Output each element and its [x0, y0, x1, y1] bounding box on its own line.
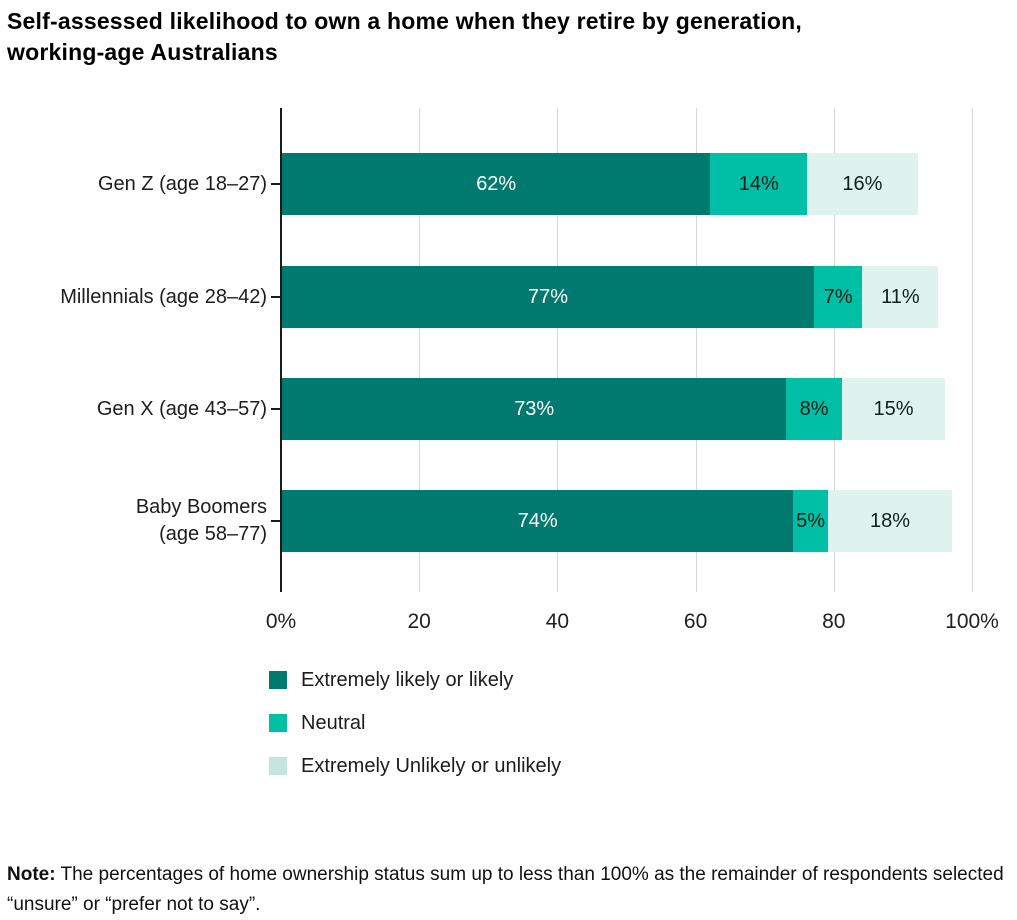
x-tick-label: 40 [545, 610, 570, 633]
bar-segment: 15% [841, 378, 946, 440]
x-tick-label: 80 [822, 610, 846, 633]
category-label-text: Gen X (age 43–57) [96, 397, 267, 420]
category-label: Baby Boomers (age 58–77) [10, 490, 267, 552]
bar-segment: 74% [282, 490, 794, 552]
bar-value-label: 8% [799, 397, 829, 420]
chart-title-line1: Self-assessed likelihood to own a home w… [7, 8, 802, 34]
bar-segment: 73% [282, 378, 787, 440]
note-text: The percentages of home ownership status… [7, 864, 1004, 915]
bar-value-label: 62% [476, 172, 517, 195]
x-tick-label: 20 [407, 610, 431, 633]
bar-row: 62% 14% 16% [282, 153, 918, 215]
chart-note: Note: The percentages of home ownership … [7, 860, 1005, 920]
x-tick-label: 100% [945, 610, 999, 633]
legend: Extremely likely or likely Neutral Extreme… [269, 668, 561, 797]
category-label: Gen X (age 43–57) [10, 378, 267, 440]
category-label: Millennials (age 28–42) [10, 266, 267, 328]
note-label: Note: [7, 864, 56, 885]
bar-value-label: 14% [738, 172, 779, 195]
bar-segment: 14% [710, 153, 808, 215]
category-label-text: Baby Boomers (age 58–77) [135, 496, 267, 545]
bar-row: 73% 8% 15% [282, 378, 946, 440]
bar-segment: 16% [807, 153, 918, 215]
bar-row: 77% 7% 11% [282, 266, 939, 328]
bar-value-label: 16% [842, 172, 883, 195]
bar-segment: 5% [793, 490, 828, 552]
bar-segment: 77% [282, 266, 815, 328]
category-label-text: Millennials (age 28–42) [60, 285, 267, 308]
bar-value-label: 11% [881, 285, 920, 308]
bar-segment: 62% [282, 153, 711, 215]
legend-item: Extremely likely or likely [269, 668, 561, 692]
category-label: Gen Z (age 18–27) [10, 153, 267, 215]
legend-swatch [269, 671, 287, 689]
y-axis-tick [271, 183, 281, 185]
bar-value-label: 7% [823, 285, 853, 308]
legend-label: Extremely likely or likely [301, 669, 514, 691]
y-axis-tick [271, 520, 281, 522]
gridline [833, 108, 835, 592]
gridline [972, 108, 973, 592]
y-axis-tick [271, 408, 281, 410]
chart-title-line2: working-age Australians [7, 39, 278, 65]
bar-value-label: 5% [796, 509, 826, 532]
bar-segment: 8% [786, 378, 842, 440]
legend-swatch [269, 714, 287, 732]
legend-label: Extremely Unlikely or unlikely [301, 755, 562, 777]
bar-value-label: 74% [517, 509, 558, 532]
legend-swatch [269, 757, 287, 775]
bar-row: 74% 5% 18% [282, 490, 953, 552]
gridline [695, 108, 697, 592]
y-axis-line [280, 108, 282, 592]
gridline [419, 108, 421, 592]
bar-value-label: 73% [514, 397, 555, 420]
bar-segment: 18% [827, 490, 953, 552]
plot-area: 0% 20 40 60 80 100% 62% 14% 16% 77% 7% 11% 73% 8% 15% 7… [266, 108, 999, 633]
x-tick-label: 60 [683, 610, 708, 633]
gridline [557, 108, 559, 592]
x-tick-label: 0% [265, 610, 297, 633]
category-label-text: Gen Z (age 18–27) [98, 172, 267, 195]
legend-item: Neutral [269, 711, 561, 735]
bar-value-label: 77% [528, 285, 569, 308]
bar-value-label: 18% [870, 509, 911, 532]
chart-title: Self-assessed likelihood to own a home w… [7, 6, 1002, 68]
legend-item: Extremely Unlikely or unlikely [269, 754, 561, 778]
legend-label: Neutral [301, 712, 366, 734]
bar-segment: 7% [814, 266, 863, 328]
bar-segment: 11% [862, 266, 939, 328]
y-axis-tick [271, 296, 281, 298]
bar-value-label: 15% [873, 397, 914, 420]
